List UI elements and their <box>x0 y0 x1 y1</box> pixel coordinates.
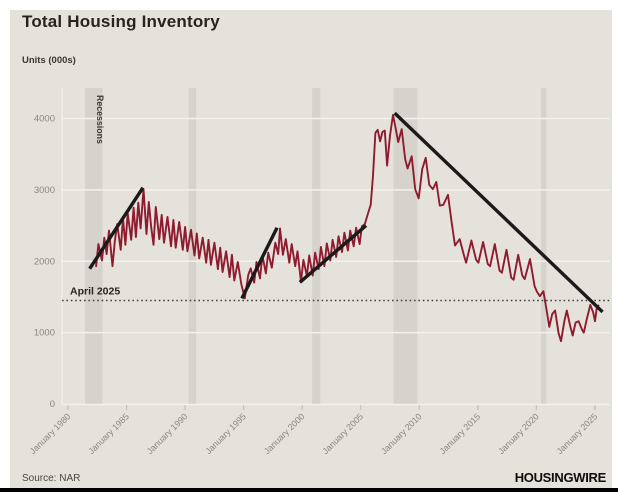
x-tick-label: January 2005 <box>320 411 365 456</box>
trend-line <box>393 111 604 314</box>
trend-line <box>88 186 145 270</box>
recessions-label: Recessions <box>95 95 105 144</box>
housingwire-logo: HOUSINGWIRE <box>514 470 607 485</box>
source-credit: Source: NAR <box>22 473 81 484</box>
x-tick-label: January 2020 <box>496 411 541 456</box>
x-tick-label: January 1990 <box>145 411 190 456</box>
chart-title: Total Housing Inventory <box>22 12 220 31</box>
trend-line <box>240 226 279 300</box>
y-axis-units-label: Units (000s) <box>22 55 76 66</box>
trend-line <box>298 224 368 284</box>
y-tick-label: 0 <box>50 399 55 410</box>
y-tick-label: 1000 <box>34 328 55 339</box>
x-tick-label: January 1995 <box>203 411 248 456</box>
recession-band <box>541 88 547 404</box>
april-2025-label: April 2025 <box>70 286 120 298</box>
recession-band <box>84 88 103 404</box>
recession-band <box>312 88 321 404</box>
x-tick-label: January 2010 <box>379 411 424 456</box>
x-tick-label: January 2000 <box>262 411 307 456</box>
inventory-line-series <box>95 113 600 343</box>
x-tick-label: January 1980 <box>28 411 73 456</box>
x-tick-label: January 1985 <box>86 411 131 456</box>
y-tick-label: 4000 <box>34 114 55 125</box>
x-tick-label: January 2015 <box>437 411 482 456</box>
y-tick-label: 3000 <box>34 185 55 196</box>
x-tick-label: January 2025 <box>555 411 600 456</box>
y-tick-label: 2000 <box>34 256 55 267</box>
bottom-divider-bar <box>0 488 618 492</box>
